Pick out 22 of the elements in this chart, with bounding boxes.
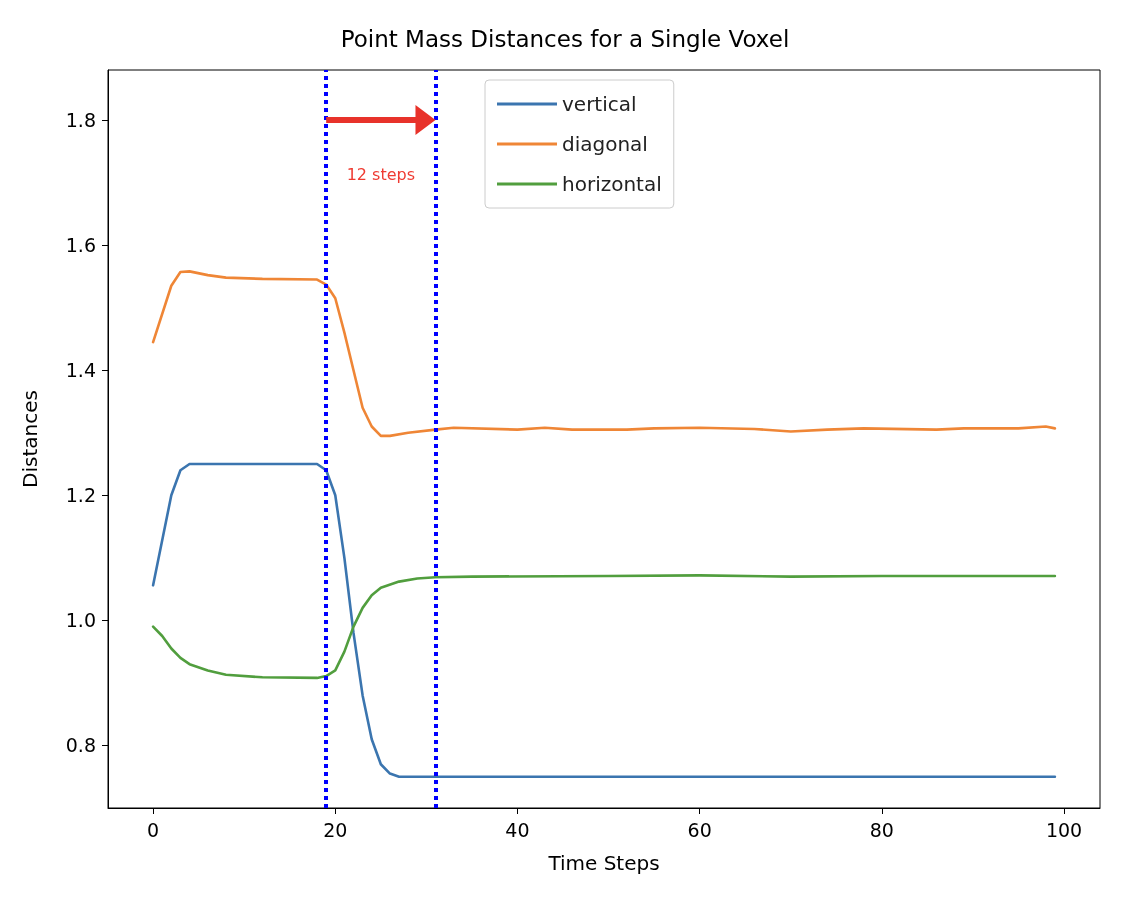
x-tick-label: 0 <box>147 818 160 841</box>
y-tick-label: 1.4 <box>65 359 96 382</box>
x-tick-label: 100 <box>1045 818 1083 841</box>
x-tick-label: 20 <box>323 818 348 841</box>
line-series <box>151 462 1057 779</box>
x-axis-title: Time Steps <box>547 851 660 875</box>
chart-title: Point Mass Distances for a Single Voxel <box>340 25 790 52</box>
legend-label: vertical <box>562 92 637 116</box>
y-tick-label: 1.2 <box>65 484 96 507</box>
y-tick-label: 1.6 <box>65 234 96 257</box>
line-series <box>151 270 1057 438</box>
x-tick-label: 80 <box>869 818 894 841</box>
annotation: 12 steps <box>346 164 416 184</box>
y-tick-label: 1.8 <box>65 109 96 132</box>
y-axis-title: Distances <box>18 390 42 488</box>
line-series <box>151 574 1057 680</box>
y-tick-label: 1.0 <box>65 609 96 632</box>
x-tick-label: 60 <box>687 818 712 841</box>
legend-label: horizontal <box>562 172 662 196</box>
x-tick-label: 40 <box>505 818 530 841</box>
legend-label: diagonal <box>562 132 648 156</box>
y-tick-label: 0.8 <box>65 734 96 757</box>
